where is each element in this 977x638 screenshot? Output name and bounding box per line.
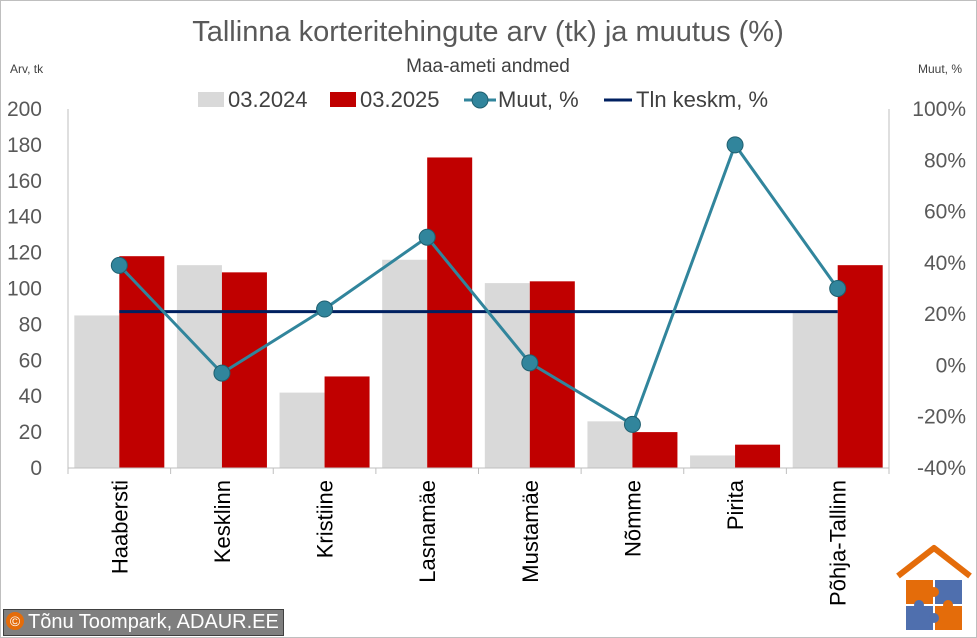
y-axis: 0 20 40 60 80 100 120 140 160 180 200 [7, 98, 42, 480]
house-puzzle-logo [896, 545, 972, 630]
category-label-0: Haabersti [107, 480, 132, 574]
bar-2024-4 [484, 283, 530, 468]
y-tick-label-7: 140 [7, 206, 42, 229]
y2-tick-label-1: -20% [917, 406, 966, 429]
credit-badge: © Tõnu Toompark, ADAUR.EE [3, 609, 284, 636]
bar-2025-7 [837, 265, 883, 468]
category-label-1: Kesklinn [210, 480, 235, 563]
y-axis-title: Arv, tk [10, 62, 44, 76]
bar-2024-0 [74, 315, 120, 468]
logo-piece-2 [935, 580, 962, 604]
y2-tick-label-0: -40% [917, 457, 966, 480]
point-muut-3 [418, 228, 436, 246]
logo-knob-1 [929, 587, 939, 597]
point-muut-0 [110, 256, 128, 274]
y2-axis: -40% -20% 0% 20% 40% 60% 80% 100% [912, 98, 966, 480]
bar-2024-3 [382, 259, 428, 468]
category-label-7: Põhja-Tallinn [826, 480, 851, 606]
y-tick-label-0: 0 [30, 457, 42, 480]
legend-swatch-2024 [198, 92, 224, 107]
point-muut-7 [829, 280, 847, 297]
y-tick-label-9: 180 [7, 134, 42, 157]
category-label-5: Nõmme [620, 480, 645, 557]
bar-2024-5 [587, 421, 633, 468]
logo-knob-4 [929, 613, 939, 623]
point-muut-1 [213, 364, 231, 382]
line-muut [118, 143, 839, 426]
logo-roof [896, 545, 972, 579]
category-label-4: Mustamäe [518, 480, 543, 583]
logo-piece-4 [935, 606, 962, 630]
legend-marker-muut [471, 91, 489, 109]
y-tick-label-4: 80 [19, 313, 42, 336]
point-muut-6 [726, 136, 744, 154]
legend-label-2024: 03.2024 [228, 87, 308, 112]
point-muut-2 [316, 300, 334, 318]
copyright-icon: © [6, 612, 24, 630]
y-tick-label-8: 160 [7, 170, 42, 193]
point-muut-5 [623, 415, 641, 433]
category-label-2: Kristiine [313, 480, 338, 558]
point-muut-4 [521, 354, 539, 372]
y-tick-label-3: 60 [19, 349, 42, 372]
y2-tick-label-3: 20% [924, 303, 966, 326]
legend-label-2025: 03.2025 [360, 87, 440, 112]
logo-piece-3 [906, 606, 933, 630]
credit-text: Tõnu Toompark, ADAUR.EE [28, 611, 279, 633]
y2-tick-label-7: 100% [912, 98, 966, 121]
plot-area: Haabersti Kesklinn Kristiine Lasnamäe Mustam… [67, 109, 890, 606]
y2-tick-label-5: 60% [924, 201, 966, 224]
category-label-3: Lasnamäe [415, 480, 440, 583]
legend: 03.2024 03.2025 Muut, % Tln keskm, % [198, 87, 768, 112]
y-tick-label-1: 20 [19, 421, 42, 444]
legend-swatch-2025 [330, 92, 356, 107]
bar-2024-6 [690, 455, 736, 468]
y2-tick-label-4: 40% [924, 252, 966, 275]
chart-title: Tallinna korteritehingute arv (tk) ja mu… [192, 16, 784, 48]
logo-knob-2 [914, 600, 924, 610]
bar-2024-2 [279, 392, 325, 468]
bar-2025-6 [735, 444, 781, 468]
logo-knob-3 [943, 600, 953, 610]
y-tick-label-5: 100 [7, 278, 42, 301]
y-tick-label-2: 40 [19, 385, 42, 408]
chart-subtitle: Maa-ameti andmed [406, 56, 570, 77]
y2-axis-title: Muut, % [918, 62, 962, 76]
legend-label-muut: Muut, % [498, 87, 579, 112]
logo-piece-1 [906, 580, 933, 604]
y2-tick-label-6: 80% [924, 149, 966, 172]
bar-2025-5 [632, 432, 678, 468]
legend-label-keskm: Tln keskm, % [636, 87, 768, 112]
y2-tick-label-2: 0% [936, 354, 966, 377]
bar-2025-2 [324, 376, 370, 468]
y-tick-label-10: 200 [7, 98, 42, 121]
y-tick-label-6: 120 [7, 242, 42, 265]
bar-2024-7 [792, 311, 838, 468]
category-label-6: Pirita [723, 479, 748, 530]
bar-2025-0 [119, 256, 165, 468]
